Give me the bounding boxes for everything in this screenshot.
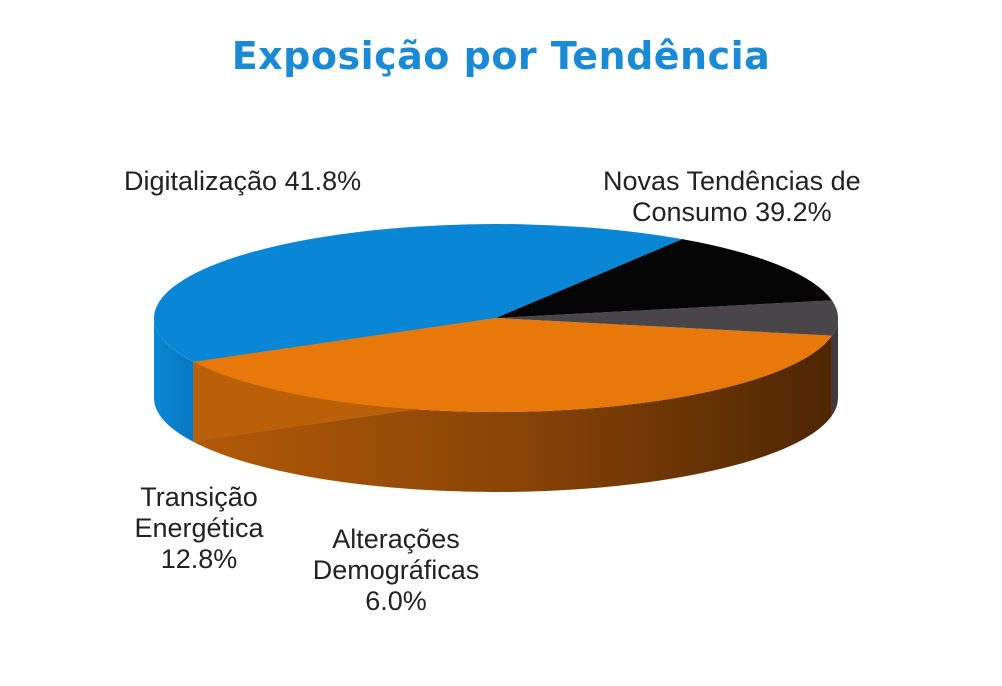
label-trans-line3: 12.8% <box>160 544 238 574</box>
pie-side-2-0 <box>831 318 838 416</box>
label-digitalizacao-text: Digitalização 41.8% <box>124 166 362 196</box>
label-transicao-energetica: Transição Energética 12.8% <box>124 482 274 575</box>
label-trans-line2: Energética <box>134 513 264 543</box>
label-alter-line2: Demográficas <box>312 555 480 585</box>
label-novas-line2: Consumo 39.2% <box>632 197 832 227</box>
pie-side-1-0 <box>193 335 832 492</box>
pie-slice-digitaliza-o <box>153 223 683 362</box>
label-alter-line3: 6.0% <box>365 586 427 616</box>
pie-slice-transi-o-energ-tica <box>496 239 832 318</box>
label-alteracoes-demograficas: Alterações Demográficas 6.0% <box>298 524 494 617</box>
label-novas-line1: Novas Tendências de <box>603 166 861 196</box>
label-trans-line1: Transição <box>140 482 258 512</box>
label-novas-tendencias: Novas Tendências de Consumo 39.2% <box>603 166 861 228</box>
pie-side-0-0 <box>154 318 194 442</box>
label-alter-line1: Alterações <box>332 524 460 554</box>
pie-slice-novas-tend-ncias-de-consumo <box>193 318 832 412</box>
chart-title: Exposição por Tendência <box>231 34 771 78</box>
label-digitalizacao: Digitalização 41.8% <box>124 166 361 197</box>
pie-slice-altera-es-demogr-ficas <box>496 300 838 336</box>
